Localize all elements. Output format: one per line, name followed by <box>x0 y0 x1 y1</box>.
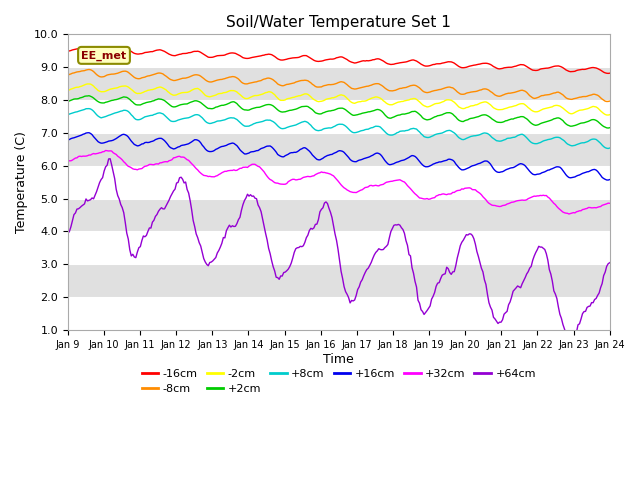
Bar <box>68 100 610 132</box>
Bar <box>68 199 610 231</box>
Legend: -16cm, -8cm, -2cm, +2cm, +8cm, +16cm, +32cm, +64cm: -16cm, -8cm, -2cm, +2cm, +8cm, +16cm, +3… <box>137 364 541 399</box>
Bar <box>68 297 610 330</box>
Bar <box>68 264 610 297</box>
Bar <box>68 166 610 199</box>
X-axis label: Time: Time <box>323 353 354 366</box>
Bar <box>68 231 610 264</box>
Bar <box>68 34 610 67</box>
Bar <box>68 132 610 166</box>
Text: EE_met: EE_met <box>81 50 127 60</box>
Title: Soil/Water Temperature Set 1: Soil/Water Temperature Set 1 <box>227 15 451 30</box>
Bar <box>68 67 610 100</box>
Y-axis label: Temperature (C): Temperature (C) <box>15 131 28 233</box>
